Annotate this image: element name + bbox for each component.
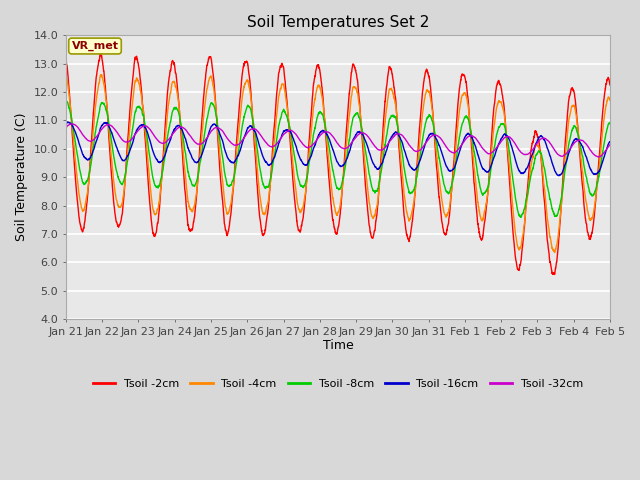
Tsoil -8cm	[516, 214, 524, 220]
Tsoil -2cm	[436, 196, 444, 202]
Tsoil -8cm	[436, 156, 444, 162]
Tsoil -16cm	[300, 161, 308, 167]
Tsoil -16cm	[64, 119, 72, 125]
Line: Tsoil -4cm: Tsoil -4cm	[66, 75, 610, 252]
Tsoil -4cm	[98, 72, 106, 78]
Tsoil -2cm	[305, 149, 312, 155]
Line: Tsoil -8cm: Tsoil -8cm	[66, 102, 610, 217]
Tsoil -4cm	[436, 177, 444, 183]
Tsoil -16cm	[347, 144, 355, 149]
Tsoil -4cm	[305, 158, 312, 164]
Tsoil -4cm	[347, 98, 355, 104]
Legend: Tsoil -2cm, Tsoil -4cm, Tsoil -8cm, Tsoil -16cm, Tsoil -32cm: Tsoil -2cm, Tsoil -4cm, Tsoil -8cm, Tsoi…	[88, 374, 588, 393]
Tsoil -32cm	[132, 131, 140, 137]
Tsoil -32cm	[347, 141, 355, 147]
Tsoil -4cm	[412, 184, 419, 190]
Tsoil -16cm	[412, 166, 419, 172]
Tsoil -32cm	[595, 154, 603, 160]
Tsoil -8cm	[63, 99, 71, 105]
Tsoil -32cm	[436, 134, 444, 140]
Tsoil -16cm	[62, 122, 70, 128]
Tsoil -32cm	[606, 142, 614, 148]
Tsoil -2cm	[62, 59, 70, 64]
Tsoil -16cm	[436, 143, 444, 148]
Tsoil -8cm	[300, 184, 308, 190]
Tsoil -8cm	[132, 108, 140, 114]
Line: Tsoil -2cm: Tsoil -2cm	[66, 54, 610, 275]
Tsoil -4cm	[300, 201, 308, 207]
Tsoil -2cm	[97, 51, 104, 57]
Tsoil -32cm	[412, 148, 419, 154]
Tsoil -16cm	[132, 130, 140, 136]
Tsoil -4cm	[550, 250, 558, 255]
Tsoil -2cm	[300, 210, 308, 216]
Tsoil -32cm	[300, 142, 308, 148]
Tsoil -4cm	[132, 78, 140, 84]
Line: Tsoil -16cm: Tsoil -16cm	[66, 122, 610, 176]
Tsoil -4cm	[62, 75, 70, 81]
Tsoil -16cm	[305, 158, 312, 164]
Tsoil -2cm	[606, 82, 614, 88]
X-axis label: Time: Time	[323, 339, 353, 352]
Tsoil -16cm	[556, 173, 563, 179]
Tsoil -8cm	[305, 165, 312, 170]
Tsoil -16cm	[606, 139, 614, 144]
Tsoil -2cm	[347, 74, 355, 80]
Tsoil -8cm	[62, 101, 70, 107]
Tsoil -32cm	[62, 125, 70, 131]
Tsoil -8cm	[412, 180, 419, 186]
Tsoil -32cm	[68, 121, 76, 127]
Tsoil -2cm	[412, 182, 419, 188]
Tsoil -8cm	[347, 127, 355, 132]
Tsoil -2cm	[132, 55, 140, 61]
Line: Tsoil -32cm: Tsoil -32cm	[66, 124, 610, 157]
Tsoil -2cm	[550, 272, 558, 277]
Tsoil -4cm	[606, 97, 614, 103]
Title: Soil Temperatures Set 2: Soil Temperatures Set 2	[247, 15, 429, 30]
Tsoil -8cm	[606, 120, 614, 126]
Y-axis label: Soil Temperature (C): Soil Temperature (C)	[15, 113, 28, 241]
Tsoil -32cm	[305, 144, 312, 150]
Text: VR_met: VR_met	[72, 41, 118, 51]
